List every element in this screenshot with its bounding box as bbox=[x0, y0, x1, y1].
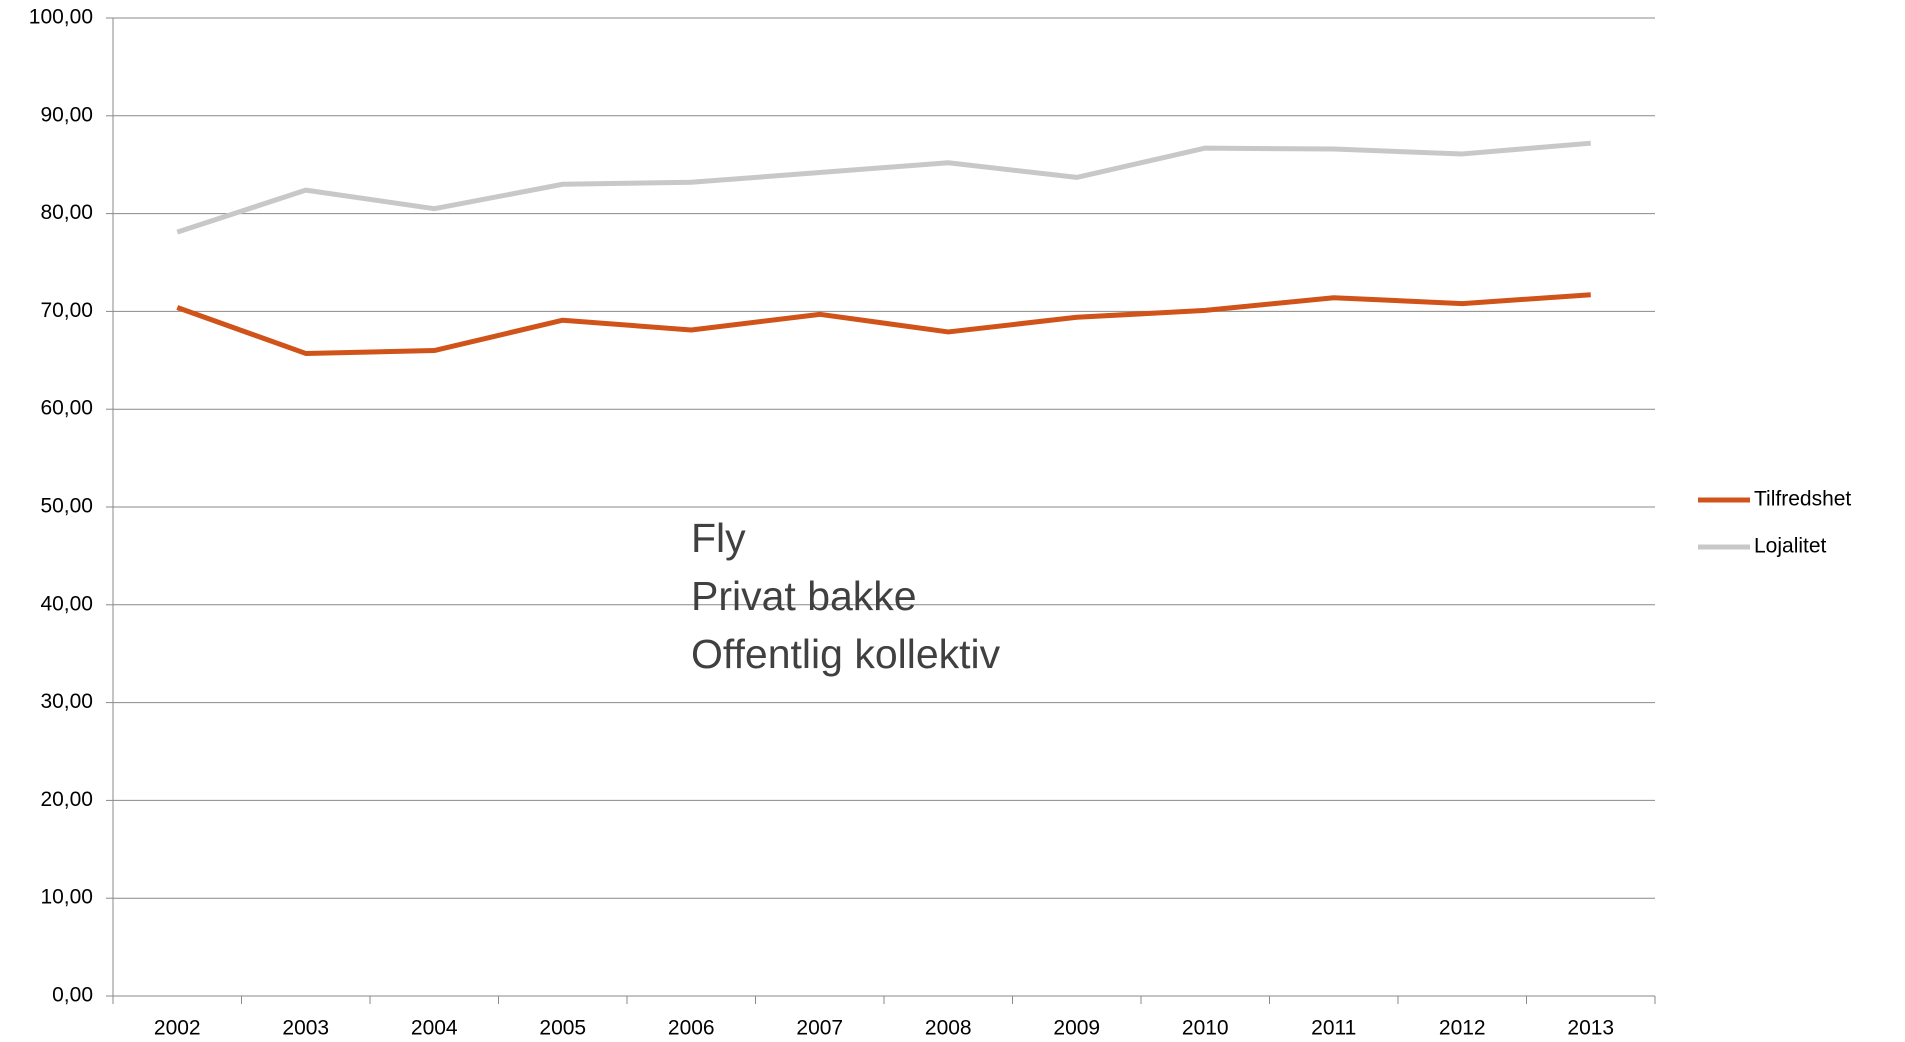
x-tick-label: 2002 bbox=[154, 1017, 201, 1040]
x-tick-label: 2009 bbox=[1053, 1017, 1100, 1040]
x-tick-label: 2004 bbox=[411, 1017, 458, 1040]
y-tick-label: 0,00 bbox=[52, 984, 93, 1007]
x-tick-label: 2008 bbox=[925, 1017, 972, 1040]
y-tick-label: 60,00 bbox=[40, 397, 93, 420]
y-tick-label: 80,00 bbox=[40, 201, 93, 224]
series-line bbox=[176, 292, 1591, 356]
x-tick-label: 2012 bbox=[1439, 1017, 1486, 1040]
annotation: Fly bbox=[691, 515, 746, 561]
y-tick-label: 10,00 bbox=[40, 886, 93, 909]
x-tick-label: 2005 bbox=[539, 1017, 586, 1040]
x-tick-label: 2011 bbox=[1311, 1017, 1356, 1040]
y-tick-label: 30,00 bbox=[40, 690, 93, 713]
annotation: Privat bakke bbox=[691, 573, 917, 619]
legend-label: Lojalitet bbox=[1754, 535, 1827, 558]
x-tick-label: 2007 bbox=[796, 1017, 843, 1040]
series-line bbox=[176, 140, 1591, 235]
x-tick-label: 2010 bbox=[1182, 1017, 1229, 1040]
x-tick-label: 2006 bbox=[668, 1017, 715, 1040]
y-tick-label: 20,00 bbox=[40, 788, 93, 811]
y-tick-label: 90,00 bbox=[40, 103, 93, 126]
y-tick-label: 100,00 bbox=[29, 6, 93, 29]
x-tick-label: 2013 bbox=[1567, 1017, 1614, 1040]
y-tick-label: 70,00 bbox=[40, 299, 93, 322]
y-tick-label: 40,00 bbox=[40, 592, 93, 615]
x-tick-label: 2003 bbox=[282, 1017, 329, 1040]
annotation: Offentlig kollektiv bbox=[691, 631, 1001, 677]
y-tick-label: 50,00 bbox=[40, 495, 93, 518]
legend-label: Tilfredshet bbox=[1754, 488, 1851, 511]
